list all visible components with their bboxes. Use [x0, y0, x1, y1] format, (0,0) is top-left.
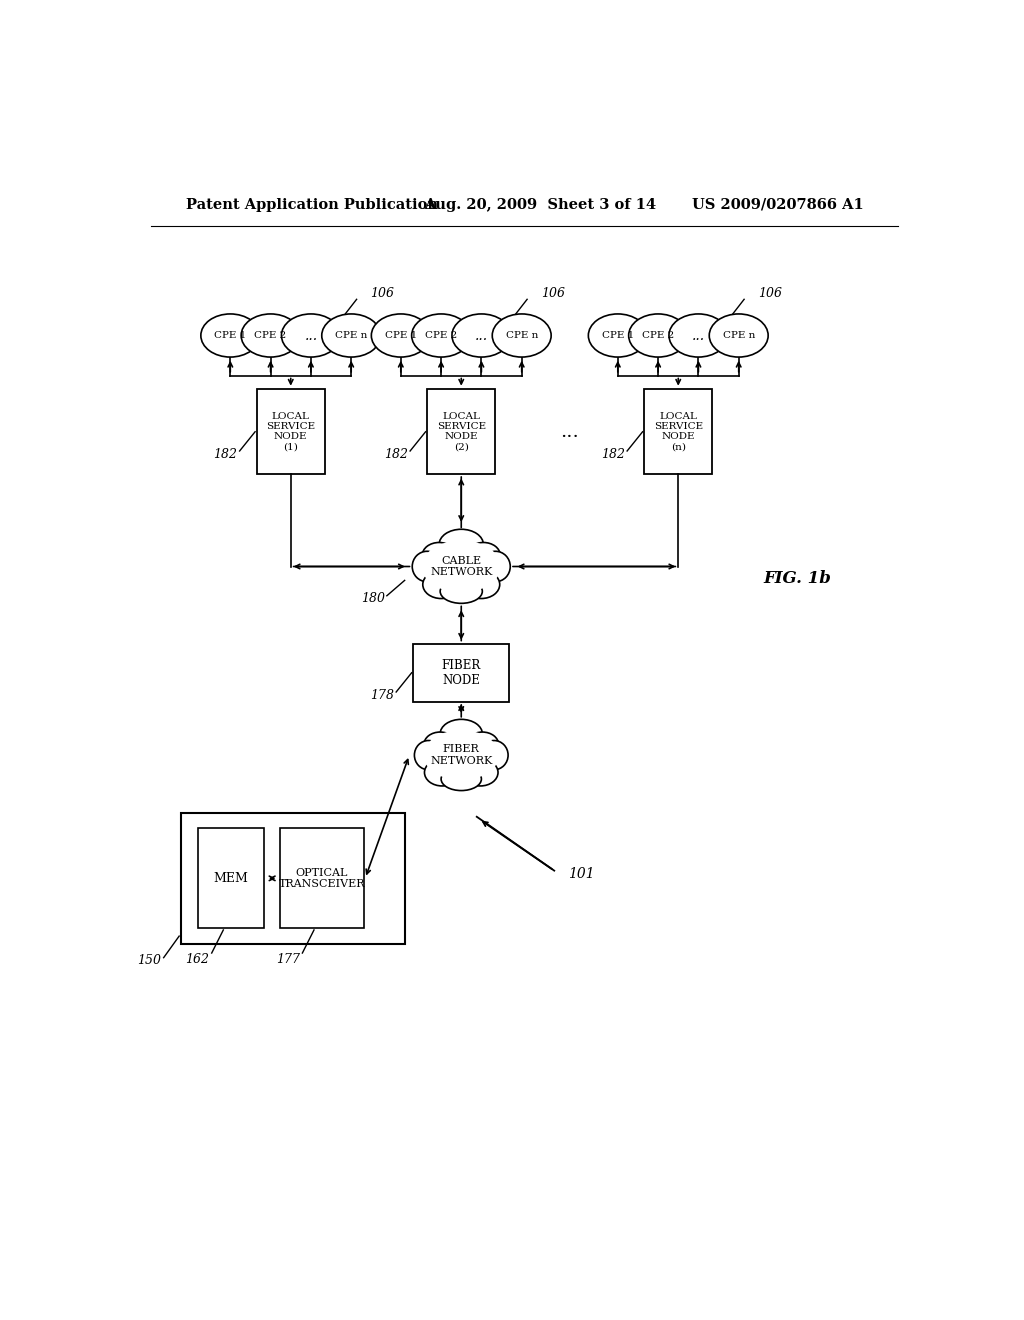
Ellipse shape	[322, 314, 381, 356]
Bar	[644, 389, 713, 474]
Bar	[414, 644, 509, 702]
Text: US 2009/0207866 A1: US 2009/0207866 A1	[692, 198, 863, 211]
Text: 178: 178	[370, 689, 394, 702]
Text: 106: 106	[758, 286, 782, 300]
Text: 106: 106	[371, 286, 394, 300]
Ellipse shape	[425, 759, 460, 785]
Ellipse shape	[589, 314, 647, 356]
Text: CPE n: CPE n	[335, 331, 368, 341]
Ellipse shape	[241, 314, 300, 356]
Bar	[427, 389, 496, 474]
Ellipse shape	[282, 314, 340, 356]
Ellipse shape	[467, 543, 501, 568]
Ellipse shape	[480, 741, 508, 770]
Text: LOCAL
SERVICE
NODE
(2): LOCAL SERVICE NODE (2)	[436, 412, 485, 451]
Text: 177: 177	[276, 953, 300, 966]
Bar	[180, 813, 406, 944]
Ellipse shape	[372, 314, 430, 356]
Ellipse shape	[412, 314, 471, 356]
Text: MEM: MEM	[214, 871, 249, 884]
Text: 106: 106	[541, 286, 565, 300]
Ellipse shape	[669, 314, 728, 356]
Text: CPE 1: CPE 1	[385, 331, 417, 341]
Text: LOCAL
SERVICE
NODE
(1): LOCAL SERVICE NODE (1)	[266, 412, 315, 451]
Ellipse shape	[452, 314, 511, 356]
Text: ...: ...	[475, 329, 488, 342]
Ellipse shape	[440, 719, 482, 748]
Text: FIG. 1b: FIG. 1b	[764, 569, 831, 586]
Text: CPE 2: CPE 2	[255, 331, 287, 341]
Text: FIBER
NETWORK: FIBER NETWORK	[430, 744, 493, 766]
Text: 182: 182	[384, 449, 408, 462]
Bar	[280, 829, 364, 928]
Ellipse shape	[463, 570, 500, 598]
Ellipse shape	[480, 552, 510, 582]
Text: ...: ...	[560, 422, 580, 441]
Text: OPTICAL
TRANSCEIVER: OPTICAL TRANSCEIVER	[279, 867, 365, 890]
Ellipse shape	[413, 552, 441, 582]
Text: CABLE
NETWORK: CABLE NETWORK	[430, 556, 493, 577]
Text: FIBER
NODE: FIBER NODE	[441, 659, 481, 686]
Text: CPE n: CPE n	[723, 331, 755, 341]
Text: CPE n: CPE n	[506, 331, 538, 341]
Text: 101: 101	[568, 867, 595, 882]
Text: ...: ...	[304, 329, 317, 342]
Ellipse shape	[422, 540, 501, 593]
Ellipse shape	[440, 579, 482, 603]
Bar	[257, 389, 325, 474]
Ellipse shape	[439, 529, 483, 560]
Ellipse shape	[710, 314, 768, 356]
Ellipse shape	[409, 527, 514, 607]
Ellipse shape	[415, 741, 442, 770]
Text: Patent Application Publication: Patent Application Publication	[186, 198, 438, 211]
Text: 182: 182	[213, 449, 238, 462]
Ellipse shape	[424, 730, 499, 780]
Ellipse shape	[423, 570, 460, 598]
Ellipse shape	[422, 543, 456, 568]
Text: LOCAL
SERVICE
NODE
(n): LOCAL SERVICE NODE (n)	[653, 412, 702, 451]
Ellipse shape	[441, 767, 481, 791]
Ellipse shape	[466, 733, 499, 756]
Text: Aug. 20, 2009  Sheet 3 of 14: Aug. 20, 2009 Sheet 3 of 14	[424, 198, 656, 211]
Text: 150: 150	[137, 954, 162, 968]
Text: ...: ...	[692, 329, 705, 342]
Ellipse shape	[493, 314, 551, 356]
Text: CPE 2: CPE 2	[642, 331, 674, 341]
Bar	[198, 829, 264, 928]
Text: 180: 180	[361, 593, 385, 606]
Ellipse shape	[201, 314, 260, 356]
Ellipse shape	[411, 717, 512, 793]
Text: 182: 182	[601, 449, 625, 462]
Ellipse shape	[424, 733, 457, 756]
Text: CPE 1: CPE 1	[602, 331, 634, 341]
Ellipse shape	[463, 759, 498, 785]
Ellipse shape	[629, 314, 687, 356]
Text: CPE 1: CPE 1	[214, 331, 247, 341]
Text: 162: 162	[185, 953, 209, 966]
Text: CPE 2: CPE 2	[425, 331, 458, 341]
